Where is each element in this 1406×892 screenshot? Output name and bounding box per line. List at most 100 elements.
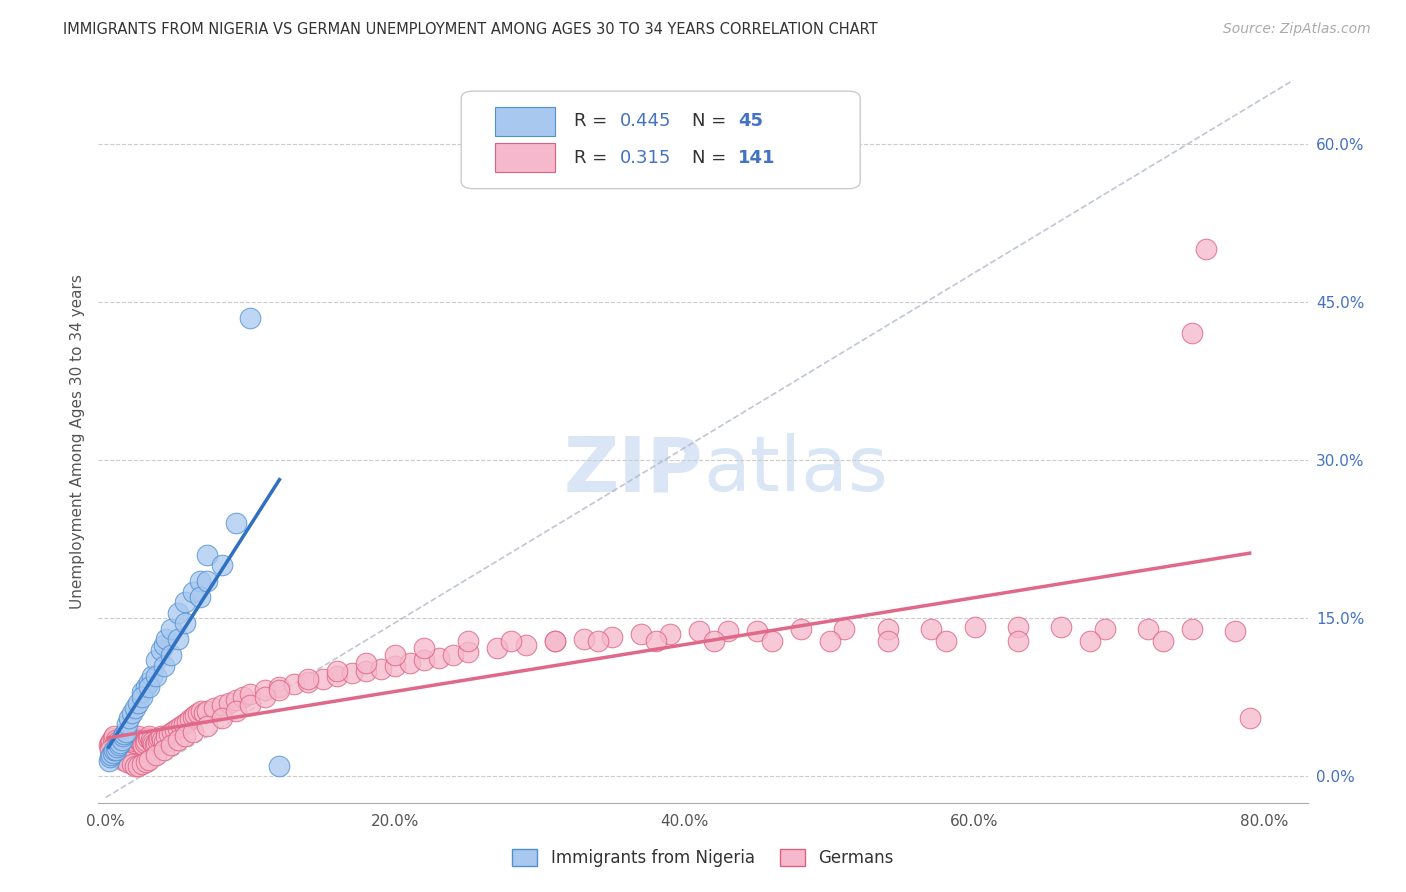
Point <box>167 632 190 647</box>
Point <box>384 648 406 662</box>
Point <box>1050 620 1073 634</box>
Point <box>100 733 122 747</box>
Point <box>167 732 190 747</box>
Point <box>413 640 436 655</box>
Point <box>135 755 157 769</box>
Point <box>100 748 122 763</box>
Point <box>1181 622 1204 636</box>
Point <box>131 685 153 699</box>
Point <box>142 737 165 751</box>
Point <box>112 733 135 747</box>
Point <box>134 736 156 750</box>
Point <box>114 731 136 746</box>
Point <box>139 732 162 747</box>
Point <box>188 574 211 589</box>
Point <box>104 748 127 763</box>
Point <box>117 755 139 769</box>
Point <box>515 638 537 652</box>
Point <box>107 736 129 750</box>
Point <box>120 737 142 751</box>
Point <box>152 734 174 748</box>
FancyBboxPatch shape <box>461 91 860 189</box>
Point <box>127 730 149 744</box>
Point <box>128 732 150 747</box>
Point <box>101 746 124 760</box>
Point <box>935 634 957 648</box>
Point <box>141 734 163 748</box>
Point <box>195 704 218 718</box>
Point <box>1152 634 1174 648</box>
Point <box>1137 622 1160 636</box>
Point <box>131 690 153 705</box>
Text: 45: 45 <box>738 112 763 130</box>
Text: N =: N = <box>692 112 733 130</box>
Point <box>232 690 254 705</box>
Point <box>149 730 172 744</box>
Point <box>127 696 149 710</box>
Point <box>173 716 195 731</box>
Point <box>195 548 218 562</box>
Point <box>149 643 172 657</box>
Text: 141: 141 <box>738 149 776 167</box>
Point <box>124 759 146 773</box>
Point <box>104 743 127 757</box>
Point <box>398 656 420 670</box>
Point <box>145 669 167 683</box>
Bar <box>495 143 555 172</box>
Point <box>501 634 523 648</box>
Point <box>340 666 363 681</box>
Point <box>645 634 668 648</box>
Point <box>187 706 209 720</box>
Point <box>963 620 986 634</box>
Point <box>179 713 201 727</box>
Point <box>155 730 177 744</box>
Point <box>157 727 180 741</box>
Point <box>181 585 204 599</box>
Point <box>202 701 225 715</box>
Text: IMMIGRANTS FROM NIGERIA VS GERMAN UNEMPLOYMENT AMONG AGES 30 TO 34 YEARS CORRELA: IMMIGRANTS FROM NIGERIA VS GERMAN UNEMPL… <box>63 22 877 37</box>
Point <box>159 738 181 752</box>
Point <box>239 698 262 712</box>
Point <box>112 753 135 767</box>
Point <box>143 738 166 752</box>
Point <box>117 732 139 747</box>
Point <box>103 743 125 757</box>
Point <box>108 736 131 750</box>
Point <box>110 736 132 750</box>
Point <box>124 701 146 715</box>
Text: atlas: atlas <box>703 434 887 508</box>
Point <box>184 708 207 723</box>
Point <box>356 664 378 678</box>
Point <box>114 727 136 741</box>
Point <box>103 730 125 744</box>
Point <box>131 737 153 751</box>
Point <box>630 627 652 641</box>
Point <box>413 653 436 667</box>
Point <box>145 736 167 750</box>
Point <box>148 731 170 746</box>
Point <box>138 730 160 744</box>
Point <box>193 706 215 720</box>
Point <box>312 673 335 687</box>
Point <box>174 616 197 631</box>
Point <box>101 731 124 746</box>
Point <box>167 606 190 620</box>
Point <box>1195 242 1218 256</box>
Point <box>174 730 197 744</box>
Legend: Immigrants from Nigeria, Germans: Immigrants from Nigeria, Germans <box>506 842 900 874</box>
Point <box>1094 622 1116 636</box>
Point <box>356 656 378 670</box>
Point <box>145 748 167 763</box>
Point <box>543 634 565 648</box>
Point <box>1080 634 1102 648</box>
Point <box>283 676 305 690</box>
Point <box>457 634 479 648</box>
Point <box>441 648 464 662</box>
Point <box>176 714 198 729</box>
Point <box>97 754 120 768</box>
Text: 0.315: 0.315 <box>620 149 671 167</box>
Point <box>141 669 163 683</box>
Point <box>920 622 942 636</box>
Point <box>138 753 160 767</box>
Point <box>211 711 233 725</box>
